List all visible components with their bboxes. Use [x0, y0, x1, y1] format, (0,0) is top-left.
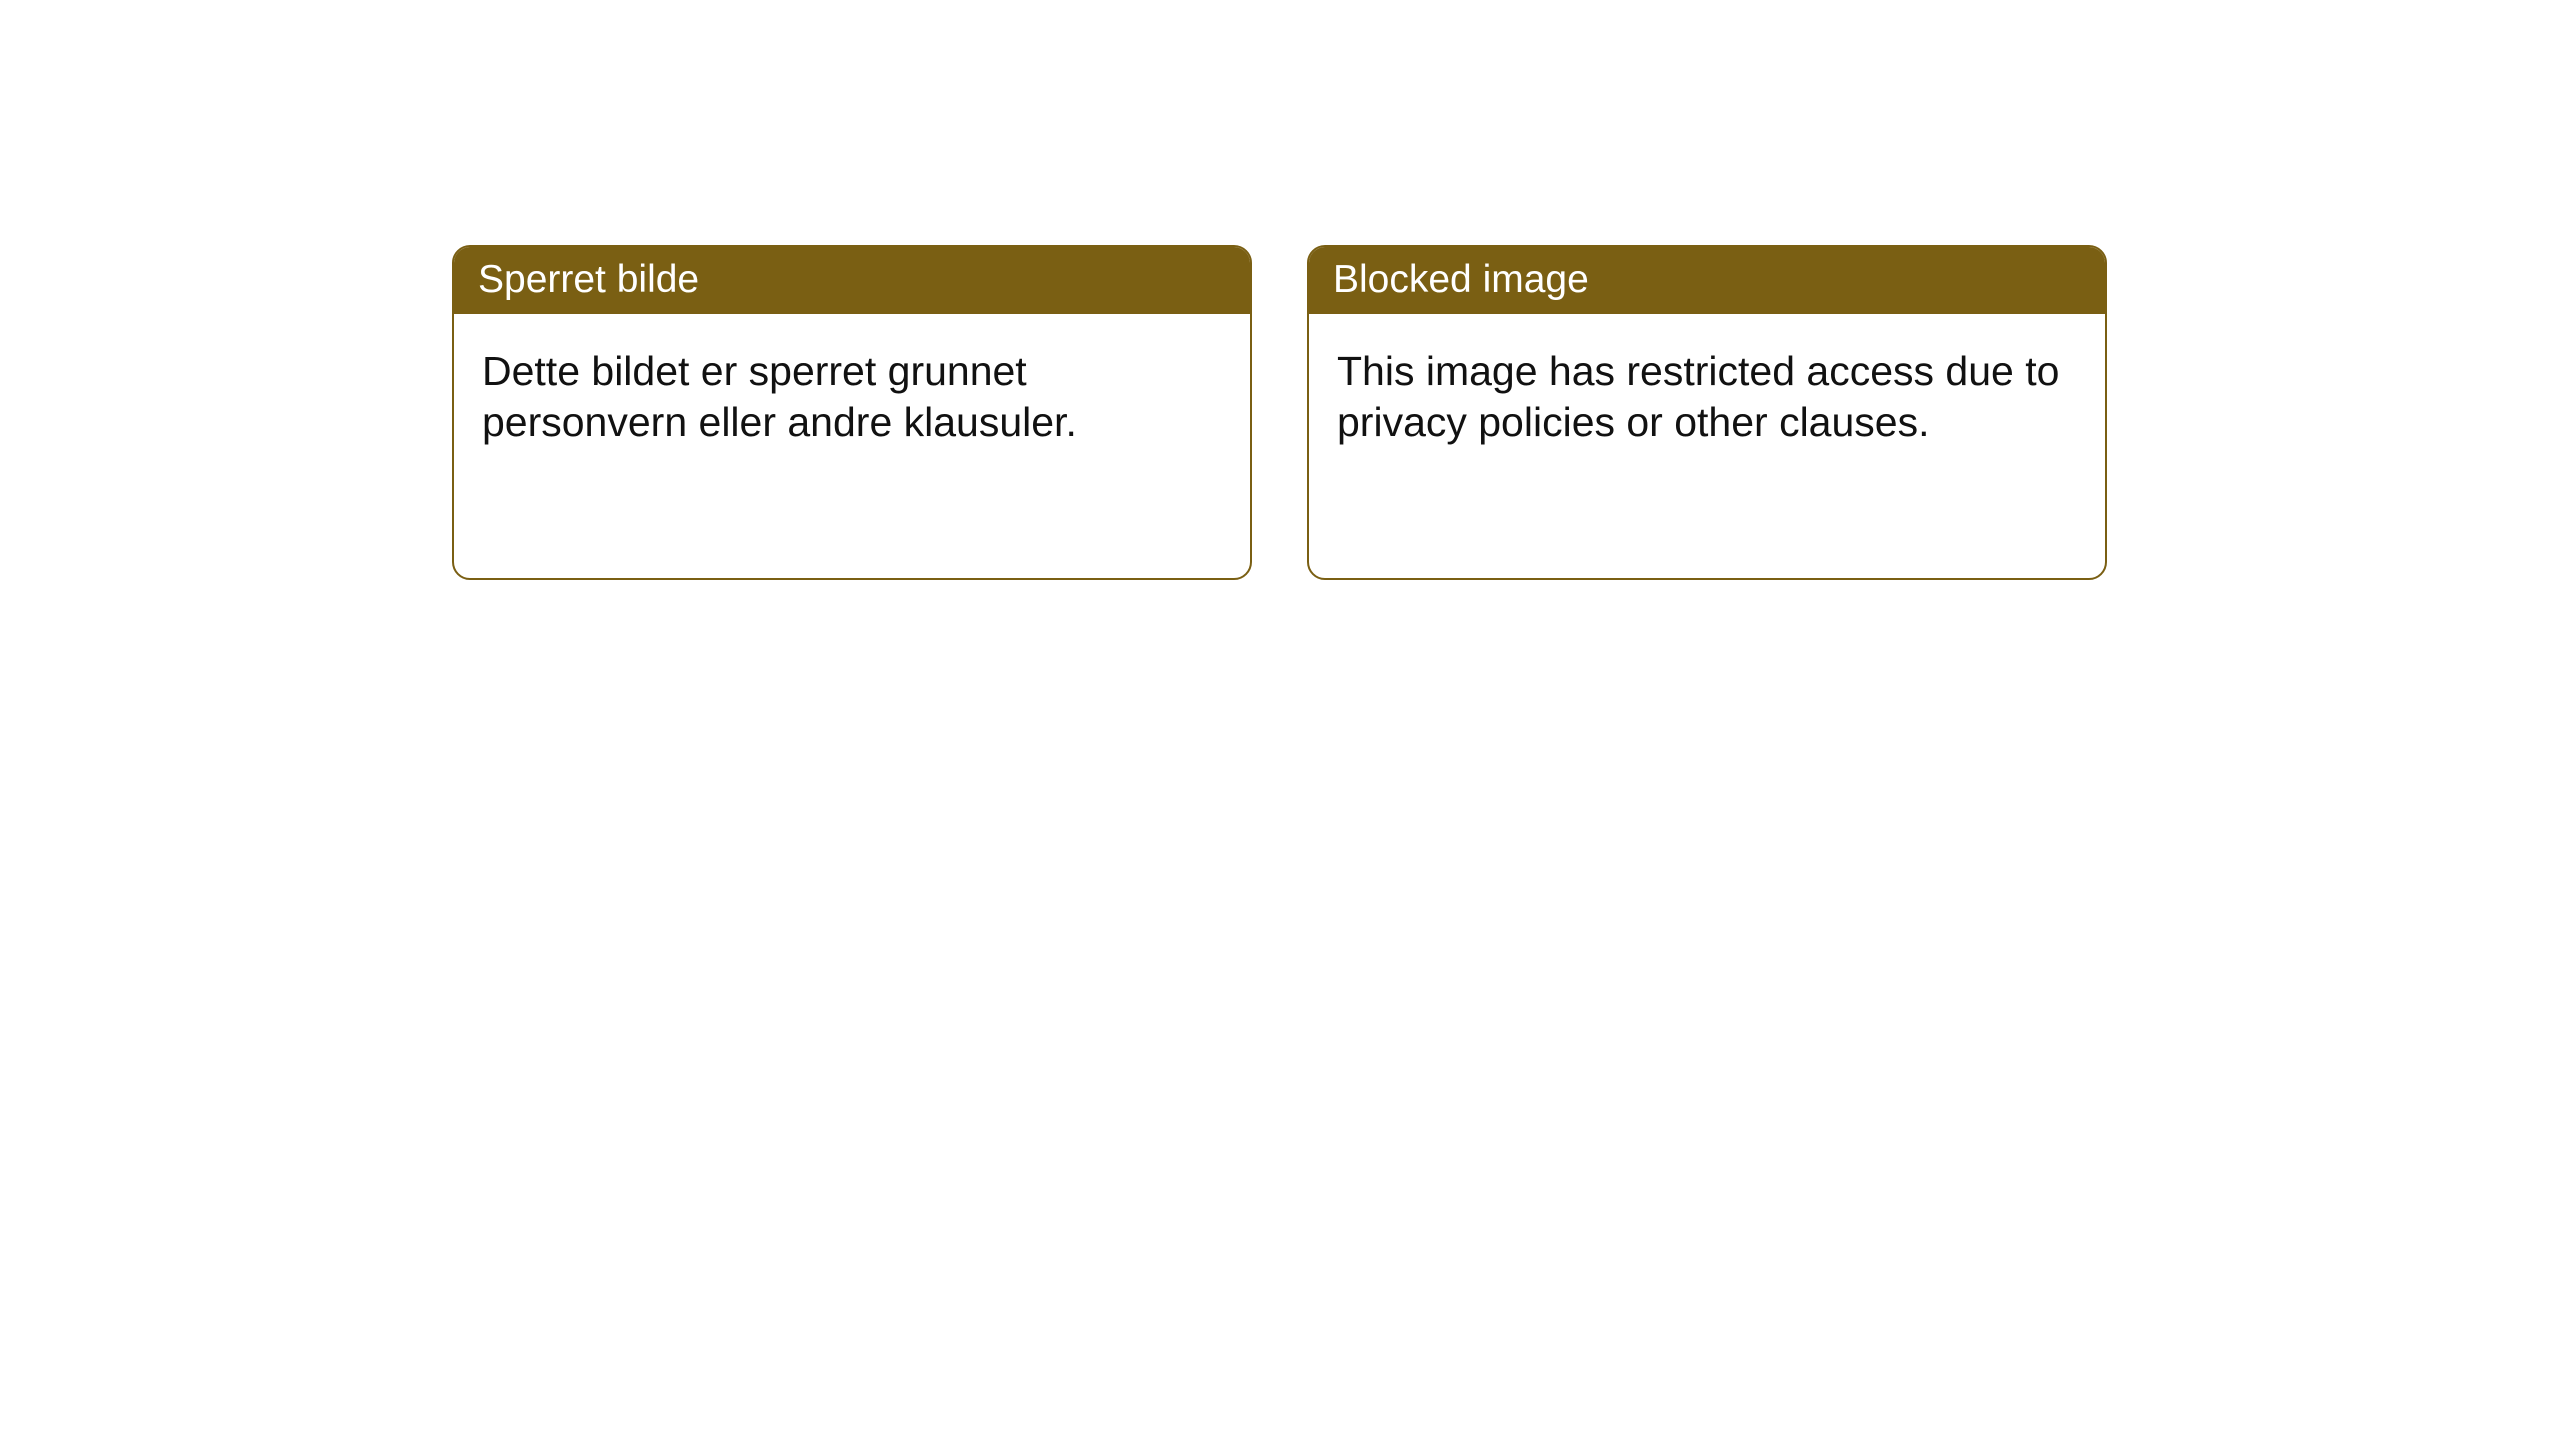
notice-body: Dette bildet er sperret grunnet personve… [454, 314, 1250, 481]
notice-container: Sperret bilde Dette bildet er sperret gr… [0, 0, 2560, 580]
notice-header: Blocked image [1309, 247, 2105, 314]
notice-card-english: Blocked image This image has restricted … [1307, 245, 2107, 580]
notice-body: This image has restricted access due to … [1309, 314, 2105, 481]
notice-header: Sperret bilde [454, 247, 1250, 314]
notice-card-norwegian: Sperret bilde Dette bildet er sperret gr… [452, 245, 1252, 580]
